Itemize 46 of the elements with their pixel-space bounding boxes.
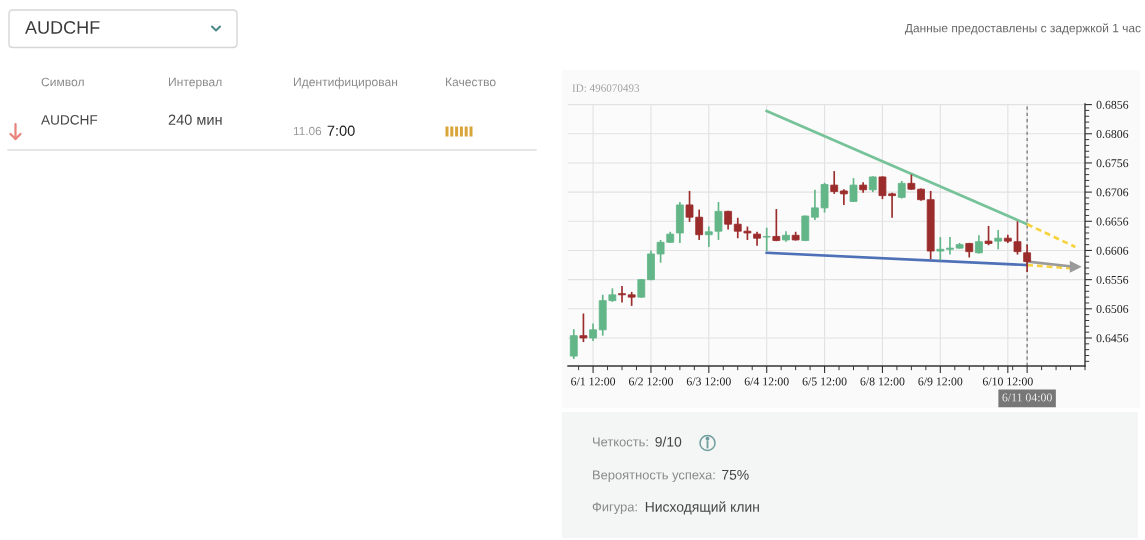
text: 9/10 [655, 436, 682, 447]
y-tick-label: 0.6606 [1096, 246, 1129, 255]
text: Идентифицирован [293, 77, 398, 89]
candlestick [830, 170, 839, 195]
candlestick [936, 236, 945, 262]
text: Четкость: [593, 437, 648, 447]
y-tick-label: 0.6856 [1096, 100, 1129, 109]
x-tick-label: 6/5 12:00 [802, 377, 847, 386]
text: AUDCHF [25, 21, 100, 34]
x-tick-label: 6/10 12:00 [982, 377, 1033, 386]
candlestick [569, 328, 578, 360]
text: 75% [722, 469, 749, 480]
text: ID: 496070493 [572, 84, 640, 92]
text: Вероятность успеха: [593, 470, 715, 483]
x-tick-label: 6/1 12:00 [571, 377, 616, 386]
candlestick [994, 229, 1003, 251]
text: Фигура: [592, 502, 637, 515]
x-tick-label: 6/2 12:00 [628, 377, 673, 386]
candlestick [1023, 243, 1032, 273]
candlestick [579, 312, 588, 343]
candlestick [618, 285, 626, 304]
text: 7:00 [327, 125, 355, 136]
candlestick [762, 226, 771, 252]
text: Символ [41, 77, 84, 87]
y-tick-label: 0.6506 [1096, 305, 1129, 314]
y-tick-label: 0.6706 [1096, 188, 1129, 197]
x-tick-label: 6/11 04:00 [1002, 393, 1052, 402]
text: 240 мин [168, 114, 222, 125]
text: 11.06 [293, 126, 322, 136]
y-tick-label: 0.6556 [1096, 275, 1129, 284]
text: Качество [445, 77, 496, 87]
candlestick [772, 208, 781, 242]
text: Интервал [168, 77, 222, 89]
text: Данные предоставлены с задержкой 1 час [904, 23, 1141, 35]
y-tick-label: 0.6656 [1096, 217, 1129, 226]
y-tick-label: 0.6456 [1096, 334, 1129, 343]
text: AUDCHF [41, 115, 98, 125]
y-tick-label: 0.6806 [1096, 130, 1129, 139]
y-tick-label: 0.6756 [1096, 159, 1129, 168]
x-tick-label: 6/9 12:00 [918, 377, 963, 386]
x-tick-label: 6/3 12:00 [686, 377, 731, 386]
candlestick [984, 225, 993, 247]
text: Нисходящий клин [645, 501, 759, 515]
x-tick-label: 6/8 12:00 [860, 377, 905, 386]
candlestick [637, 278, 646, 299]
x-tick-label: 6/4 12:00 [744, 377, 789, 386]
